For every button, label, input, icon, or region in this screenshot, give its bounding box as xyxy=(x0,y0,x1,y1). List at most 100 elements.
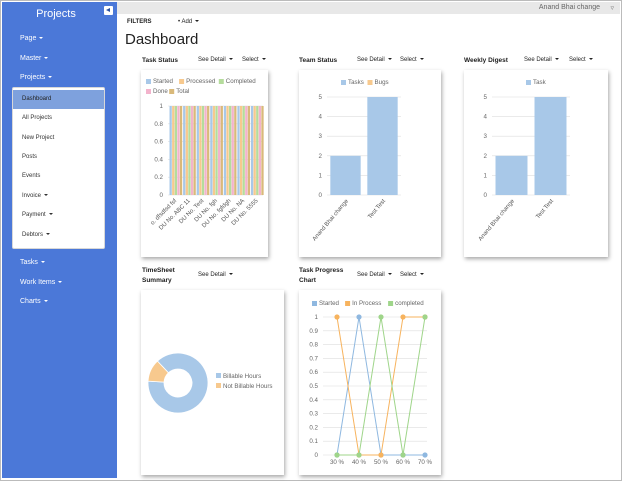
menu-label: See Detail xyxy=(357,57,385,63)
submenu-item-label: Invoice xyxy=(22,193,42,199)
submenu-item-invoice[interactable]: Invoice xyxy=(13,187,104,206)
bar xyxy=(245,106,248,195)
bar xyxy=(242,106,245,195)
legend-swatch xyxy=(146,79,151,84)
x-tick-label: Anand Bhai change xyxy=(312,198,351,242)
y-tick-label: 0.3 xyxy=(309,411,318,418)
sidebar-item-master[interactable]: Master xyxy=(20,55,49,62)
y-tick-label: 1 xyxy=(319,172,323,179)
submenu-item-dashboard[interactable]: Dashboard xyxy=(13,90,104,109)
weekly-digest-select[interactable]: Select xyxy=(569,57,593,63)
submenu-item-debtors[interactable]: Debtors xyxy=(13,226,104,245)
chevron-down-icon xyxy=(228,273,233,276)
chevron-down-icon xyxy=(261,58,266,61)
submenu-item-label: Payment xyxy=(22,212,46,218)
top-bar: Anand Bhai change ▿ xyxy=(117,2,620,14)
x-tick-label: 60 % xyxy=(396,459,411,466)
legend-swatch xyxy=(312,301,317,306)
x-tick-label: 70 % xyxy=(418,459,433,466)
weekly-digest-card: Task 0 1 2 3 4 5 Anand Bhai change Test Test xyxy=(464,70,608,257)
bar xyxy=(172,106,175,195)
timesheet-title-line2: Summary xyxy=(142,277,172,284)
sidebar-item-page[interactable]: Page xyxy=(20,35,44,42)
task-progress-title: Task Progress Chart xyxy=(299,266,343,286)
weekly-digest-see-detail[interactable]: See Detail xyxy=(524,57,559,63)
chevron-down-icon xyxy=(43,300,48,303)
submenu-item-payment[interactable]: Payment xyxy=(13,206,104,225)
submenu-item-all-projects[interactable]: All Projects xyxy=(22,115,53,121)
legend-swatch xyxy=(216,373,221,378)
chevron-down-icon xyxy=(419,58,424,61)
sidebar-item-charts[interactable]: Charts xyxy=(20,298,48,305)
user-icon[interactable]: ▿ xyxy=(610,5,614,12)
x-tick-label: Test Test xyxy=(535,198,555,220)
bar xyxy=(220,106,223,195)
bar xyxy=(237,106,240,195)
bar xyxy=(239,106,243,195)
bar xyxy=(212,106,216,195)
chevron-down-icon xyxy=(44,194,49,197)
task-status-chart: Started Processed Completed Done Total 0 0.2 0.… xyxy=(146,78,264,232)
task-status-see-detail[interactable]: See Detail xyxy=(198,57,233,63)
chevron-down-icon xyxy=(48,76,53,79)
timesheet-title: TimeSheet Summary xyxy=(142,266,175,286)
sidebar-item-label: Projects xyxy=(20,74,46,81)
submenu-item-events[interactable]: Events xyxy=(22,173,41,179)
submenu-item-posts[interactable]: Posts xyxy=(22,154,38,160)
data-point xyxy=(356,452,362,458)
chevron-down-icon xyxy=(387,273,392,276)
sidebar-item-projects[interactable]: Projects xyxy=(20,74,53,81)
y-tick-label: 0 xyxy=(319,192,323,199)
legend-swatch xyxy=(367,80,373,85)
y-tick-label: 3 xyxy=(319,133,323,140)
submenu-item-new-project[interactable]: New Project xyxy=(22,135,55,141)
chevron-down-icon xyxy=(228,58,233,61)
timesheet-title-line1: TimeSheet xyxy=(142,267,175,274)
add-menu[interactable]: • Add xyxy=(178,19,200,25)
legend-label: Bugs xyxy=(375,79,389,86)
task-progress-select[interactable]: Select xyxy=(400,272,424,278)
timesheet-card: Billable Hours Not Billable Hours xyxy=(141,290,284,475)
y-tick-label: 4 xyxy=(319,114,323,121)
data-point xyxy=(400,314,406,320)
collapse-sidebar-icon[interactable] xyxy=(104,6,113,15)
task-status-select[interactable]: Select xyxy=(242,57,266,63)
sidebar-item-label: Master xyxy=(20,55,42,62)
legend-label: Done xyxy=(153,88,168,95)
sidebar-item-label: Page xyxy=(20,35,37,42)
bar xyxy=(190,106,194,195)
legend-swatch xyxy=(526,80,531,85)
task-progress-see-detail[interactable]: See Detail xyxy=(357,272,392,278)
bar xyxy=(231,106,234,195)
y-tick-label: 0.7 xyxy=(309,355,318,362)
weekly-digest-chart: Task 0 1 2 3 4 5 Anand Bhai change Test Test xyxy=(478,79,570,242)
y-tick-label: 0.1 xyxy=(309,438,318,445)
y-tick-label: 0.9 xyxy=(309,328,318,335)
y-tick-label: 0.6 xyxy=(309,369,318,376)
bar xyxy=(234,106,237,195)
sidebar-item-tasks[interactable]: Tasks xyxy=(20,259,45,266)
sidebar-item-work-items[interactable]: Work Items xyxy=(20,279,63,286)
bar xyxy=(534,97,567,195)
chevron-down-icon xyxy=(40,261,45,264)
user-name[interactable]: Anand Bhai change xyxy=(538,4,600,11)
legend-swatch xyxy=(179,79,185,84)
data-point xyxy=(400,452,406,458)
y-tick-label: 0.2 xyxy=(309,424,318,431)
bar xyxy=(193,106,196,195)
y-tick-label: 1 xyxy=(160,103,164,110)
team-status-see-detail[interactable]: See Detail xyxy=(357,57,392,63)
data-point xyxy=(334,452,340,458)
x-tick-label: 30 % xyxy=(330,459,345,466)
y-tick-label: 0.5 xyxy=(309,383,318,390)
weekly-digest-title: Weekly Digest xyxy=(464,57,508,64)
legend-label: Billable Hours xyxy=(223,373,261,380)
timesheet-see-detail[interactable]: See Detail xyxy=(198,272,233,278)
bar xyxy=(258,106,262,195)
data-point xyxy=(356,314,362,320)
team-status-select[interactable]: Select xyxy=(400,57,424,63)
filters-label[interactable]: FILTERS xyxy=(127,19,152,25)
bar xyxy=(247,106,251,195)
pie-slice xyxy=(147,360,169,383)
bar xyxy=(204,106,207,195)
